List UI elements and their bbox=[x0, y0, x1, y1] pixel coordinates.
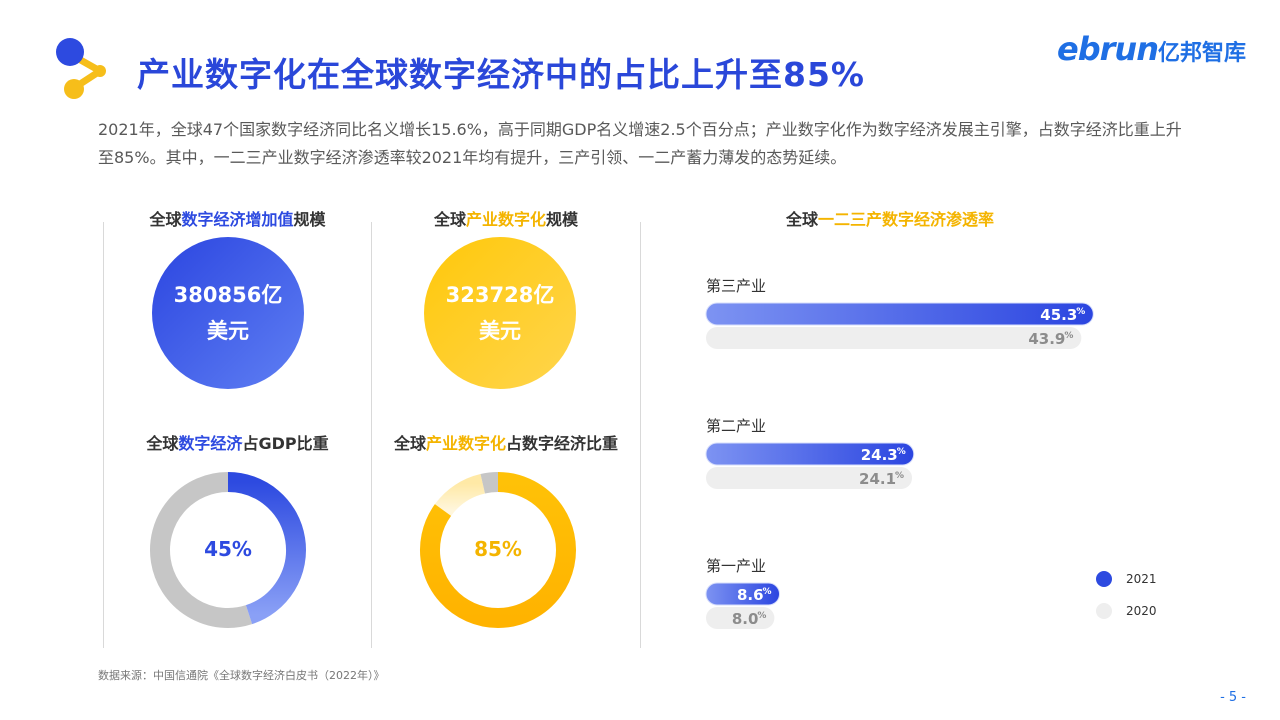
divider-left bbox=[103, 222, 104, 648]
summary-text: 2021年，全球47个国家数字经济同比名义增长15.6%，高于同期GDP名义增速… bbox=[98, 120, 1182, 167]
heading-highlight: 产业数字化 bbox=[465, 210, 546, 229]
heading-post: 规模 bbox=[546, 210, 579, 229]
digital-economy-value-circle: 380856亿 美元 bbox=[152, 237, 304, 389]
industrial-digitization-value-circle: 323728亿 美元 bbox=[424, 237, 576, 389]
donut-label-industrial-share: 85% bbox=[474, 537, 522, 561]
heading-industrial-digitization-scale: 全球产业数字化规模 bbox=[372, 206, 640, 230]
brand-name-cn: 亿邦智库 bbox=[1157, 41, 1246, 66]
bar-2020-value: 8.0 bbox=[732, 610, 759, 628]
heading-pre: 全球 bbox=[149, 210, 182, 229]
bar-2020-unit: % bbox=[757, 611, 766, 621]
value-unit: 美元 bbox=[207, 319, 249, 343]
bar-category-label: 第二产业 bbox=[706, 417, 766, 435]
source-note: 数据来源：中国信通院《全球数字经济白皮书（2022年）》 bbox=[98, 669, 385, 682]
heading-pre: 全球 bbox=[785, 210, 818, 229]
bar-2020-unit: % bbox=[1064, 331, 1073, 341]
value-amount: 323728亿 bbox=[445, 283, 555, 307]
bar-2021 bbox=[705, 442, 915, 466]
heading-highlight: 一二三产数字经济渗透率 bbox=[818, 210, 995, 229]
legend-swatch-icon bbox=[1096, 571, 1112, 587]
donut-chart-gdp-share bbox=[150, 472, 306, 628]
bar-2020 bbox=[706, 327, 1082, 349]
heading-pre: 全球 bbox=[393, 434, 426, 453]
legend-item-2020: 2020 bbox=[1096, 603, 1157, 619]
legend-label: 2020 bbox=[1126, 604, 1157, 618]
industrial-share-value-arc bbox=[420, 472, 576, 628]
divider-mid bbox=[371, 222, 372, 648]
legend-swatch-icon bbox=[1096, 603, 1112, 619]
bar-2021 bbox=[705, 302, 1094, 326]
divider-right bbox=[640, 222, 641, 648]
bar-category-label: 第一产业 bbox=[706, 557, 766, 575]
industrial-share-rest-arc-2 bbox=[480, 472, 499, 494]
heading-post: 占数字经济比重 bbox=[506, 434, 619, 453]
bar-2021-unit: % bbox=[1076, 307, 1085, 317]
legend-label: 2021 bbox=[1126, 572, 1157, 586]
donut-label-gdp-share: 45% bbox=[204, 537, 252, 561]
donut-chart-industrial-share bbox=[420, 472, 576, 628]
bar-2021-value: 45.3 bbox=[1040, 306, 1077, 324]
bar-2020-value: 43.9 bbox=[1028, 330, 1065, 348]
value-amount: 380856亿 bbox=[173, 283, 283, 307]
page-title: 产业数字化在全球数字经济中的占比上升至85% bbox=[137, 55, 865, 94]
logo-icon bbox=[56, 38, 106, 99]
heading-pre: 全球 bbox=[433, 210, 466, 229]
heading-post: 占GDP比重 bbox=[242, 434, 329, 453]
heading-highlight: 数字经济增加值 bbox=[181, 210, 294, 229]
bar-2020-value: 24.1 bbox=[859, 470, 896, 488]
value-unit: 美元 bbox=[479, 319, 521, 343]
heading-highlight: 数字经济 bbox=[178, 434, 243, 453]
bar-2021 bbox=[705, 582, 781, 606]
brand-logo: ebrun亿邦智库 bbox=[1057, 30, 1246, 68]
page-number: - 5 - bbox=[1220, 690, 1246, 705]
heading-highlight: 产业数字化 bbox=[425, 434, 506, 453]
gdp-share-value-arc bbox=[227, 472, 306, 625]
heading-pre: 全球 bbox=[146, 434, 179, 453]
heading-digital-economy-scale: 全球数字经济增加值规模 bbox=[104, 206, 371, 230]
bar-2020 bbox=[706, 607, 775, 629]
heading-penetration-rate: 全球一二三产数字经济渗透率 bbox=[700, 206, 1080, 230]
brand-name-en: ebrun bbox=[1057, 30, 1159, 68]
legend-item-2021: 2021 bbox=[1096, 571, 1157, 587]
bar-category-label: 第三产业 bbox=[706, 277, 766, 295]
bar-2021-value: 24.3 bbox=[861, 446, 898, 464]
heading-digital-economy-gdp-share: 全球数字经济占GDP比重 bbox=[104, 430, 371, 454]
heading-post: 规模 bbox=[293, 210, 326, 229]
bar-2021-unit: % bbox=[897, 447, 906, 457]
bar-2021-unit: % bbox=[762, 587, 771, 597]
bar-2020-unit: % bbox=[895, 471, 904, 481]
bar-2021-value: 8.6 bbox=[737, 586, 764, 604]
industrial-share-rest-arc bbox=[434, 473, 486, 517]
gdp-share-rest-arc bbox=[150, 472, 253, 628]
bar-2020 bbox=[706, 467, 913, 489]
heading-industrial-digitization-share: 全球产业数字化占数字经济比重 bbox=[372, 430, 640, 454]
